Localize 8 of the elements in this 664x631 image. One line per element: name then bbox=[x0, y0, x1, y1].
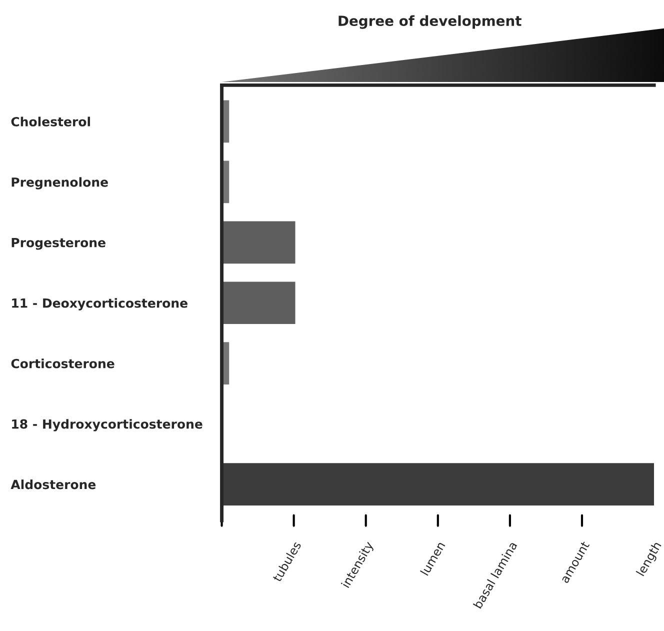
y-tick-label: Corticosterone bbox=[11, 358, 114, 368]
y-tick-label: Progesterone bbox=[12, 238, 106, 250]
y-tick-label: Cholesterol bbox=[11, 116, 90, 126]
y-tick-label: 11 - Deoxycorticosterone bbox=[12, 298, 188, 310]
y-tick-label: 18 - Hydroxycorticosterone bbox=[12, 419, 202, 432]
y-tick-label: Aldosterone bbox=[10, 480, 96, 490]
chart-title: Degree of development bbox=[338, 15, 522, 29]
y-tick-label: Pregnenolone bbox=[12, 177, 108, 190]
